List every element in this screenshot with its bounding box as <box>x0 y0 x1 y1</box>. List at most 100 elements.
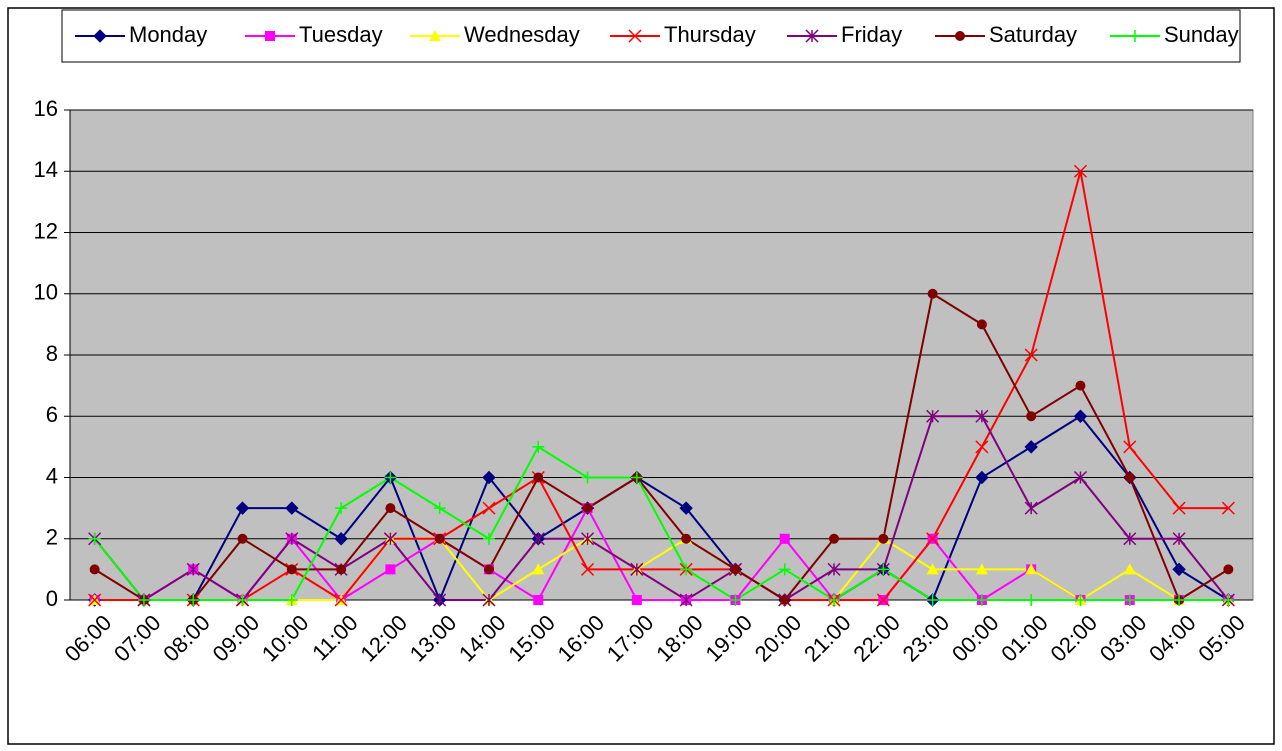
series-line <box>94 292 1229 602</box>
legend-label: Monday <box>129 22 207 47</box>
marker <box>828 594 841 606</box>
marker <box>533 595 544 605</box>
marker <box>384 471 397 484</box>
marker <box>286 564 297 575</box>
marker <box>778 563 791 576</box>
marker <box>285 594 298 606</box>
marker <box>532 563 545 575</box>
marker <box>1223 564 1234 575</box>
marker <box>681 533 692 544</box>
marker <box>1024 348 1038 362</box>
marker <box>581 532 595 546</box>
marker <box>829 533 840 544</box>
marker <box>237 533 248 544</box>
marker <box>779 533 790 544</box>
marker <box>630 562 644 576</box>
marker <box>680 563 693 576</box>
marker <box>729 594 742 606</box>
legend-label: Friday <box>841 22 902 47</box>
marker <box>533 472 544 483</box>
marker <box>385 564 396 575</box>
legend-label: Saturday <box>989 22 1077 47</box>
marker <box>89 564 100 575</box>
marker <box>975 470 989 485</box>
marker <box>975 409 989 423</box>
marker <box>1075 380 1086 391</box>
marker <box>1073 470 1088 485</box>
marker <box>1123 594 1136 606</box>
marker <box>877 563 890 576</box>
marker <box>631 595 642 605</box>
marker <box>334 532 348 546</box>
marker <box>926 594 939 606</box>
marker <box>433 502 446 515</box>
marker <box>236 594 249 606</box>
marker <box>434 533 445 544</box>
marker <box>1129 30 1141 42</box>
marker <box>1221 501 1235 515</box>
legend-label: Tuesday <box>299 22 383 47</box>
marker <box>186 562 200 576</box>
marker <box>779 595 790 605</box>
y-tick-label: 16 <box>34 96 58 121</box>
marker <box>1172 532 1186 546</box>
marker <box>1026 411 1037 422</box>
marker <box>1123 532 1137 546</box>
y-tick-label: 8 <box>46 341 58 366</box>
marker <box>531 532 545 546</box>
marker <box>1024 501 1038 515</box>
marker <box>679 501 693 515</box>
marker <box>926 532 940 546</box>
series-line <box>94 170 1229 602</box>
marker <box>1172 501 1186 515</box>
marker <box>581 471 594 484</box>
marker <box>335 502 348 515</box>
marker <box>1123 563 1136 575</box>
marker <box>630 471 643 484</box>
y-tick-label: 12 <box>34 218 58 243</box>
marker <box>1025 594 1038 606</box>
marker <box>532 440 545 453</box>
marker <box>679 593 693 607</box>
marker <box>1073 164 1088 178</box>
series-line <box>93 445 1229 602</box>
marker <box>1222 594 1235 606</box>
legend-label: Sunday <box>1164 22 1239 47</box>
marker <box>483 564 494 575</box>
legend-label: Wednesday <box>464 22 580 47</box>
marker <box>285 532 299 546</box>
marker <box>265 31 275 41</box>
marker <box>955 31 965 41</box>
marker <box>1124 472 1135 483</box>
marker <box>285 501 299 515</box>
marker <box>433 593 447 607</box>
marker <box>1073 409 1088 423</box>
marker <box>582 503 593 514</box>
marker <box>827 562 841 576</box>
marker <box>93 29 107 43</box>
marker <box>805 29 819 43</box>
marker <box>235 501 250 515</box>
series-markers <box>88 440 1235 606</box>
marker <box>876 593 890 607</box>
marker <box>1123 440 1137 454</box>
marker <box>1173 594 1186 606</box>
marker <box>730 564 741 575</box>
marker <box>88 593 102 607</box>
y-tick-label: 6 <box>46 402 58 427</box>
y-tick-label: 4 <box>46 463 58 488</box>
marker <box>334 593 348 607</box>
y-tick-label: 14 <box>34 157 58 182</box>
marker <box>1024 440 1038 454</box>
marker <box>975 440 989 454</box>
series-line <box>94 414 1229 603</box>
marker <box>1025 563 1038 575</box>
marker <box>482 501 496 515</box>
series-line <box>93 415 1230 602</box>
marker <box>383 532 397 546</box>
y-tick-label: 10 <box>34 280 58 305</box>
marker <box>975 563 988 575</box>
marker <box>975 594 988 606</box>
marker <box>482 470 496 485</box>
y-tick-label: 0 <box>46 586 58 611</box>
